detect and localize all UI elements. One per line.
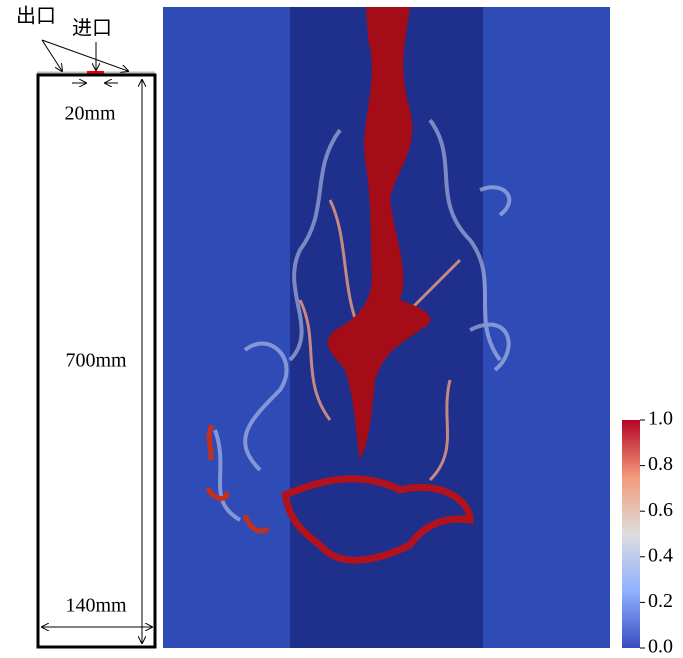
tick-label: 1.0 [648, 408, 673, 430]
tick-label: 0.0 [648, 636, 673, 658]
schematic: 出口 进口 20mm 700mm 140mm [16, 5, 155, 647]
tick-label: 0.4 [648, 544, 673, 566]
arrow [42, 40, 62, 71]
colorbar-gradient [622, 420, 640, 648]
height-label: 700mm [65, 350, 127, 372]
inlet-label: 进口 [72, 17, 112, 40]
tick-label: 0.6 [648, 499, 673, 521]
tick-label: 0.8 [648, 453, 673, 475]
arrow [42, 40, 128, 71]
figure: 出口 进口 20mm 700mm 140mm [0, 0, 683, 658]
colorbar: 0.0 0.2 0.4 0.6 0.8 1.0 [622, 408, 673, 658]
outlet-label: 出口 [16, 5, 56, 28]
field [163, 7, 610, 648]
inlet-width: 20mm [64, 103, 116, 125]
width-label: 140mm [65, 595, 127, 617]
tick-label: 0.2 [648, 590, 673, 612]
